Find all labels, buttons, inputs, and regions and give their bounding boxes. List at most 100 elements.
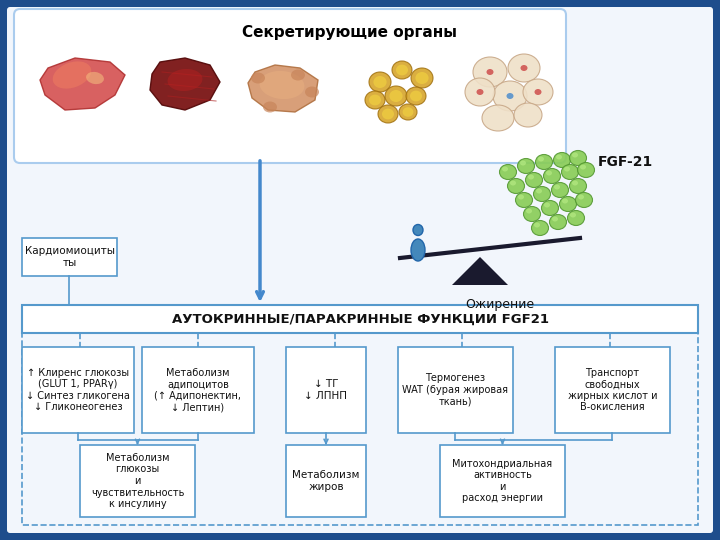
Ellipse shape xyxy=(508,54,540,82)
Ellipse shape xyxy=(410,91,422,102)
Ellipse shape xyxy=(544,202,550,207)
Ellipse shape xyxy=(365,91,385,109)
Ellipse shape xyxy=(534,89,541,95)
Ellipse shape xyxy=(402,107,413,117)
Text: Ожирение: Ожирение xyxy=(465,298,534,311)
Ellipse shape xyxy=(399,104,417,120)
FancyBboxPatch shape xyxy=(440,445,565,517)
Ellipse shape xyxy=(534,186,551,201)
Text: Метаболизм
адипоцитов
(↑ Адипонектин,
↓ Лептин): Метаболизм адипоцитов (↑ Адипонектин, ↓ … xyxy=(155,368,241,413)
Ellipse shape xyxy=(549,214,567,230)
Text: Термогенез
WAT (бурая жировая
ткань): Термогенез WAT (бурая жировая ткань) xyxy=(402,373,508,407)
Ellipse shape xyxy=(411,239,425,261)
Ellipse shape xyxy=(521,65,528,71)
Ellipse shape xyxy=(53,62,91,89)
Ellipse shape xyxy=(536,154,552,170)
Ellipse shape xyxy=(506,93,513,99)
Ellipse shape xyxy=(554,185,560,190)
Ellipse shape xyxy=(523,206,541,221)
Ellipse shape xyxy=(382,109,394,119)
Ellipse shape xyxy=(572,180,578,186)
FancyBboxPatch shape xyxy=(7,7,713,533)
Ellipse shape xyxy=(520,160,526,165)
FancyBboxPatch shape xyxy=(80,445,195,517)
Ellipse shape xyxy=(562,165,578,179)
Ellipse shape xyxy=(572,152,578,158)
FancyBboxPatch shape xyxy=(555,347,670,433)
Polygon shape xyxy=(40,58,125,110)
Ellipse shape xyxy=(528,174,534,179)
Ellipse shape xyxy=(556,154,562,159)
Ellipse shape xyxy=(534,222,540,227)
Ellipse shape xyxy=(86,72,104,84)
Ellipse shape xyxy=(546,171,552,176)
Ellipse shape xyxy=(396,65,408,76)
Text: Кардиомиоциты
ты: Кардиомиоциты ты xyxy=(24,246,114,268)
Ellipse shape xyxy=(552,183,569,198)
Ellipse shape xyxy=(413,225,423,235)
Ellipse shape xyxy=(570,213,576,218)
FancyBboxPatch shape xyxy=(14,9,566,163)
Ellipse shape xyxy=(168,69,202,91)
Ellipse shape xyxy=(390,90,402,102)
Polygon shape xyxy=(248,65,318,112)
Ellipse shape xyxy=(493,81,527,111)
Ellipse shape xyxy=(526,208,532,213)
Ellipse shape xyxy=(570,179,587,193)
Ellipse shape xyxy=(518,194,524,199)
Ellipse shape xyxy=(500,165,516,179)
Ellipse shape xyxy=(523,79,553,105)
Text: ↓ ТГ
↓ ЛПНП: ↓ ТГ ↓ ЛПНП xyxy=(305,379,348,401)
FancyBboxPatch shape xyxy=(286,445,366,517)
Ellipse shape xyxy=(465,78,495,106)
Polygon shape xyxy=(452,257,508,285)
Ellipse shape xyxy=(263,102,277,112)
Ellipse shape xyxy=(369,72,391,92)
Ellipse shape xyxy=(502,166,508,172)
Ellipse shape xyxy=(536,188,542,193)
Text: Секретирующие органы: Секретирующие органы xyxy=(243,25,457,40)
Ellipse shape xyxy=(305,86,319,98)
Ellipse shape xyxy=(575,192,593,207)
Ellipse shape xyxy=(514,103,542,127)
Ellipse shape xyxy=(554,152,570,167)
Ellipse shape xyxy=(411,68,433,88)
Ellipse shape xyxy=(251,72,265,84)
Ellipse shape xyxy=(477,89,484,95)
FancyBboxPatch shape xyxy=(22,238,117,276)
Ellipse shape xyxy=(291,70,305,80)
Ellipse shape xyxy=(577,163,595,178)
Ellipse shape xyxy=(570,151,587,165)
Ellipse shape xyxy=(516,192,533,207)
Ellipse shape xyxy=(415,72,428,84)
Ellipse shape xyxy=(538,157,544,161)
Text: Метаболизм
глюкозы
и
чувствительность
к инсулину: Метаболизм глюкозы и чувствительность к … xyxy=(91,453,184,509)
Text: АУТОКРИННЫЕ/ПАРАКРИННЫЕ ФУНКЦИИ FGF21: АУТОКРИННЫЕ/ПАРАКРИННЫЕ ФУНКЦИИ FGF21 xyxy=(171,313,549,326)
Text: ↑ Клиренс глюкозы
(GLUT 1, PPARγ)
↓ Синтез гликогена
↓ Гликонеогенез: ↑ Клиренс глюкозы (GLUT 1, PPARγ) ↓ Синт… xyxy=(26,368,130,413)
FancyBboxPatch shape xyxy=(398,347,513,433)
Ellipse shape xyxy=(552,217,558,221)
Ellipse shape xyxy=(564,166,570,172)
Ellipse shape xyxy=(562,199,568,204)
Text: FGF-21: FGF-21 xyxy=(598,155,653,169)
Ellipse shape xyxy=(541,200,559,215)
Ellipse shape xyxy=(473,57,507,87)
Bar xyxy=(22,333,698,525)
Ellipse shape xyxy=(526,172,542,187)
Polygon shape xyxy=(150,58,220,110)
Ellipse shape xyxy=(378,105,398,123)
Ellipse shape xyxy=(544,168,560,184)
FancyBboxPatch shape xyxy=(22,305,698,333)
FancyBboxPatch shape xyxy=(286,347,366,433)
Ellipse shape xyxy=(406,87,426,105)
Ellipse shape xyxy=(374,76,387,88)
FancyBboxPatch shape xyxy=(142,347,254,433)
Ellipse shape xyxy=(482,105,514,131)
Ellipse shape xyxy=(578,194,584,199)
FancyBboxPatch shape xyxy=(22,347,134,433)
Ellipse shape xyxy=(559,197,577,212)
Ellipse shape xyxy=(369,94,381,105)
Text: Транспорт
свободных
жирных кислот и
В-окисления: Транспорт свободных жирных кислот и В-ок… xyxy=(568,368,657,413)
Ellipse shape xyxy=(392,61,412,79)
Ellipse shape xyxy=(508,179,524,193)
